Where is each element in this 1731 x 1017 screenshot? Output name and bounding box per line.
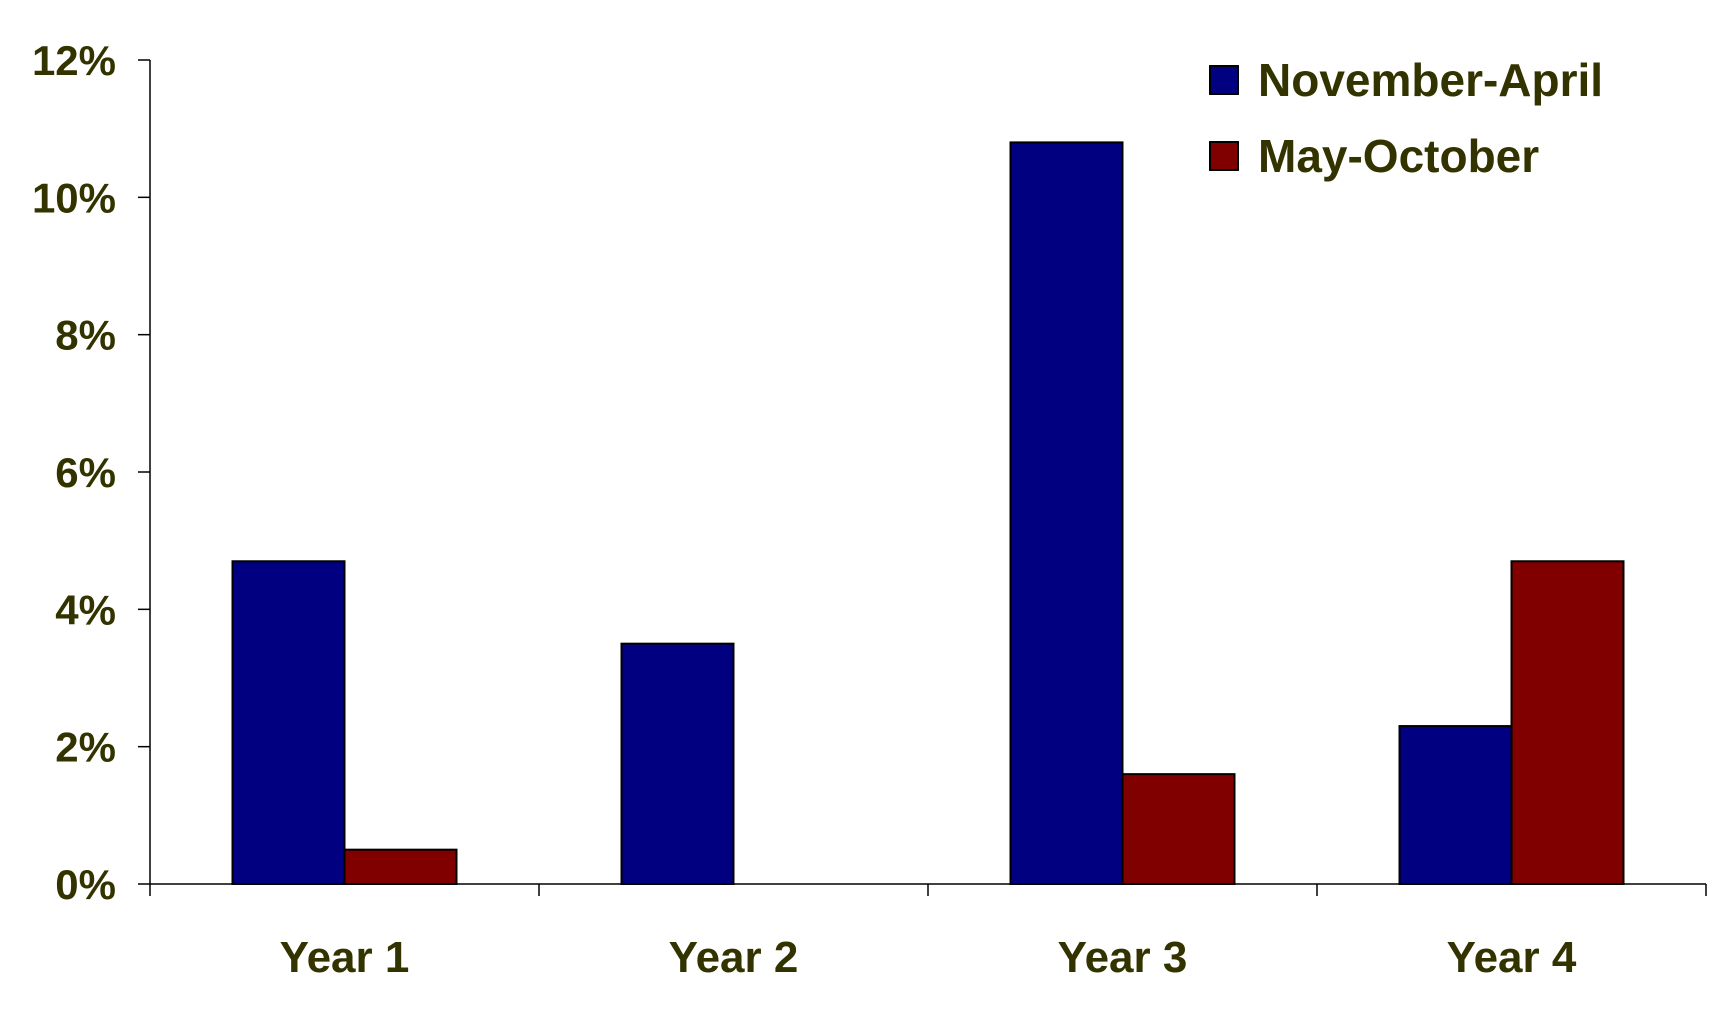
bar-may-october-year-1 bbox=[343, 848, 458, 886]
y-tick-label: 12% bbox=[32, 37, 116, 84]
y-tick-label: 2% bbox=[55, 724, 116, 771]
bar-november-april-year-2 bbox=[620, 642, 735, 886]
bar-november-april-year-3 bbox=[1009, 141, 1124, 885]
tick-labels: 0% 2% 4% 6% 8% 10% 12% Year 1 Year 2 Year 3 Year 4 bbox=[32, 37, 1577, 982]
legend-label: November-April bbox=[1258, 54, 1603, 106]
bar-may-october-year-3 bbox=[1121, 773, 1236, 886]
bar-november-april-year-1 bbox=[231, 560, 346, 885]
legend-label: May-October bbox=[1258, 130, 1539, 182]
y-tick-label: 8% bbox=[55, 312, 116, 359]
x-tick-label: Year 2 bbox=[669, 933, 799, 982]
y-tick-label: 0% bbox=[55, 861, 116, 908]
x-tick-label: Year 3 bbox=[1058, 933, 1188, 982]
x-tick-label: Year 1 bbox=[280, 933, 410, 982]
legend-swatch bbox=[1209, 65, 1239, 95]
bar-november-april-year-4 bbox=[1398, 725, 1513, 885]
y-tick-label: 4% bbox=[55, 586, 116, 633]
legend-swatch bbox=[1209, 141, 1239, 171]
y-tick-label: 10% bbox=[32, 174, 116, 221]
x-tick-label: Year 4 bbox=[1447, 933, 1577, 982]
bars bbox=[231, 141, 1625, 886]
bar-may-october-year-4 bbox=[1510, 560, 1625, 885]
legend: November-April May-October bbox=[1209, 54, 1603, 182]
y-tick-label: 6% bbox=[55, 449, 116, 496]
